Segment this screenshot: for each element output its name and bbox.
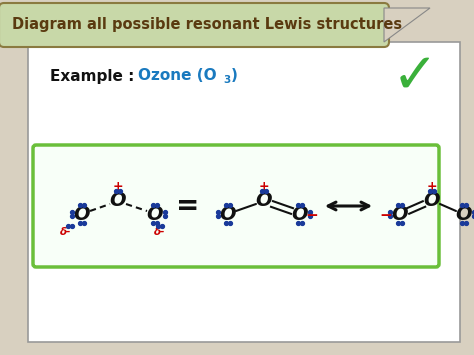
Text: 3: 3 <box>223 75 230 85</box>
Text: ): ) <box>231 69 238 83</box>
Text: =: = <box>176 192 200 220</box>
Text: ✓: ✓ <box>392 51 438 105</box>
Text: −: − <box>380 208 392 224</box>
Text: O: O <box>392 204 408 224</box>
Text: Example :: Example : <box>50 69 140 83</box>
Text: O: O <box>109 191 126 211</box>
Text: O: O <box>424 191 440 211</box>
Text: O: O <box>456 204 472 224</box>
Text: δ-: δ- <box>155 227 166 237</box>
Text: −: − <box>306 208 319 224</box>
Text: δ-: δ- <box>60 227 72 237</box>
Text: +: + <box>113 180 123 193</box>
Text: O: O <box>255 191 272 211</box>
Text: +: + <box>427 180 438 193</box>
Text: O: O <box>292 204 308 224</box>
Text: O: O <box>146 204 164 224</box>
Text: +: + <box>259 180 269 193</box>
Polygon shape <box>384 8 430 42</box>
FancyBboxPatch shape <box>0 3 389 47</box>
Text: Diagram all possible resonant Lewis structures: Diagram all possible resonant Lewis stru… <box>12 17 402 33</box>
Text: O: O <box>73 204 91 224</box>
FancyBboxPatch shape <box>33 145 439 267</box>
FancyBboxPatch shape <box>28 42 460 342</box>
Text: Ozone (O: Ozone (O <box>138 69 217 83</box>
Text: O: O <box>219 204 237 224</box>
